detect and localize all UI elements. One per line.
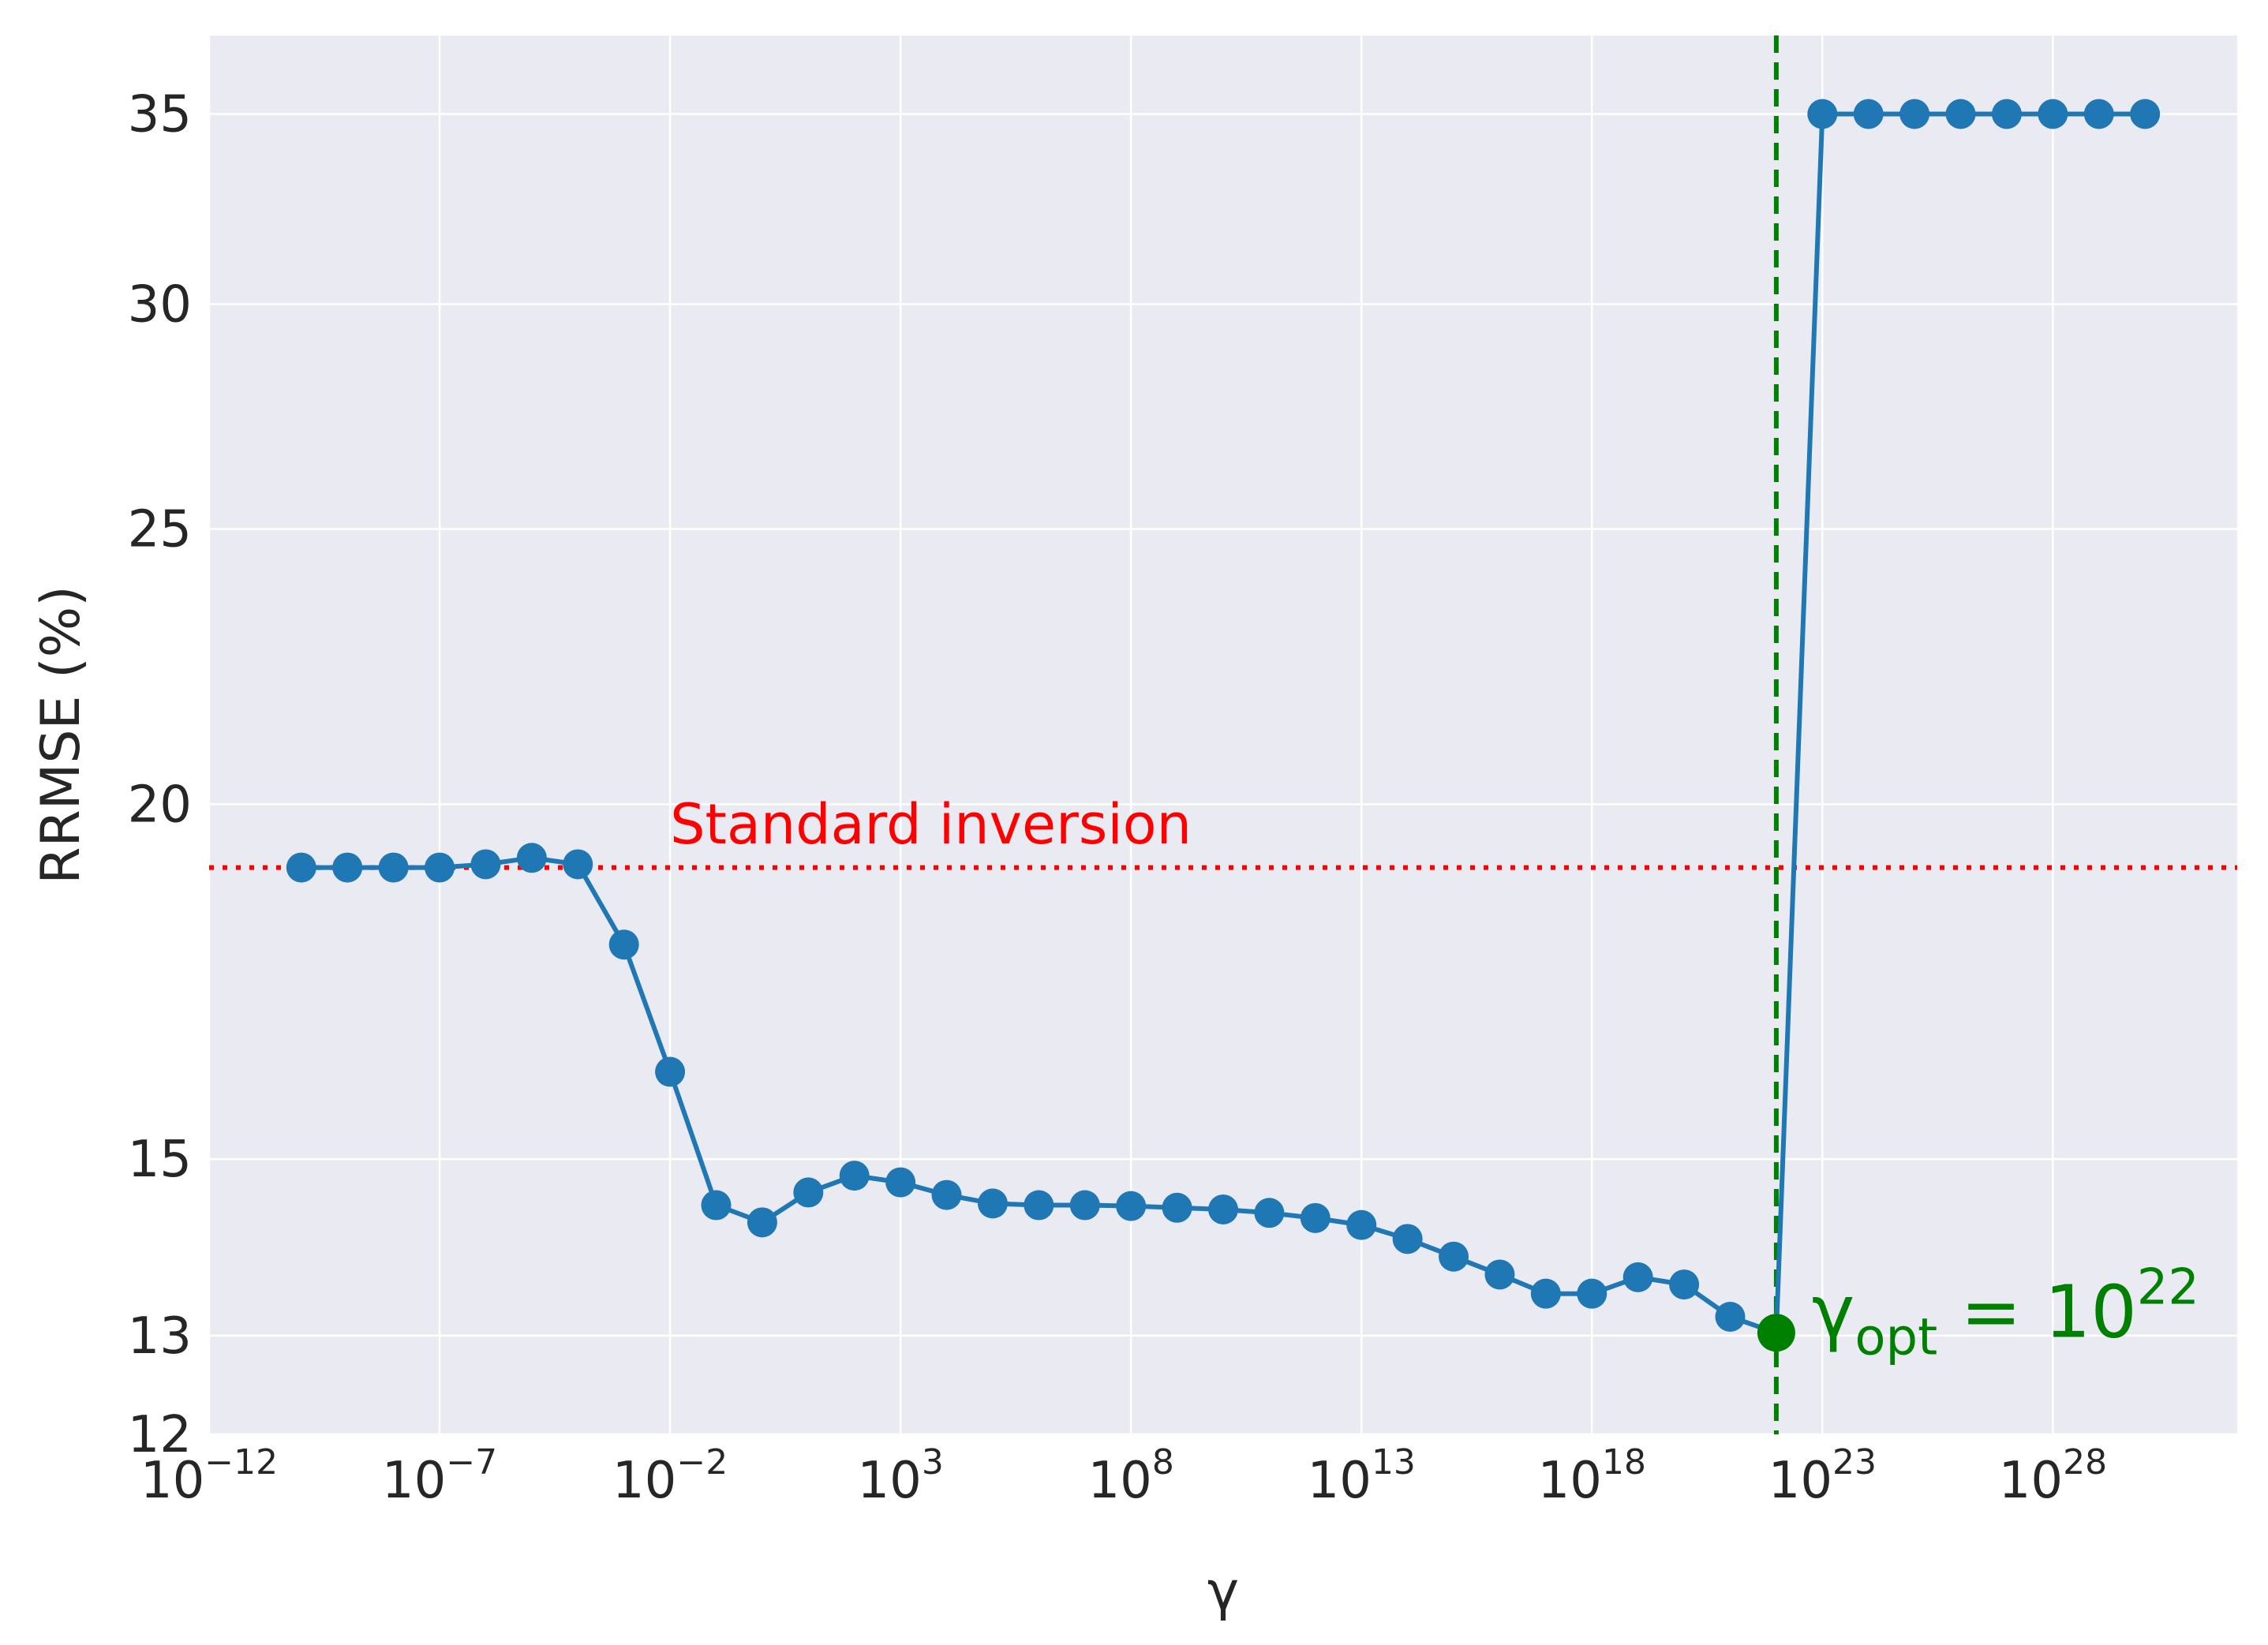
data-point — [286, 852, 316, 883]
grid-lines — [208, 36, 2237, 1436]
data-point — [1116, 1191, 1147, 1221]
y-axis-label: RRMSE (%) — [30, 585, 92, 884]
y-tick-label: 25 — [128, 501, 192, 559]
data-point — [885, 1167, 916, 1198]
data-point — [608, 929, 639, 960]
y-tick-label: 35 — [128, 86, 192, 144]
series-group — [286, 99, 2161, 1352]
y-tick-label: 20 — [128, 776, 192, 834]
x-tick-label: 1028 — [1999, 1442, 2107, 1510]
data-point — [701, 1190, 732, 1221]
data-point — [332, 852, 363, 883]
data-point — [655, 1056, 686, 1087]
data-point — [1254, 1198, 1285, 1228]
x-tick-label: 103 — [857, 1442, 943, 1510]
data-point — [977, 1188, 1008, 1219]
y-tick-label: 15 — [128, 1131, 192, 1189]
annotations: Standard inversion γopt = 1022 — [670, 792, 2199, 1366]
data-point — [1945, 99, 1976, 129]
data-point — [1162, 1192, 1192, 1223]
x-tick-label: 108 — [1087, 1442, 1173, 1510]
data-point — [1069, 1190, 1100, 1221]
data-point — [1024, 1190, 1054, 1221]
x-tick-label: 1023 — [1768, 1442, 1877, 1510]
data-point — [1899, 99, 1930, 129]
data-point — [839, 1161, 870, 1191]
reference-lines — [209, 36, 2237, 1434]
data-point — [2038, 99, 2068, 129]
data-point — [1346, 1209, 1377, 1240]
y-tick-label: 12 — [128, 1406, 192, 1464]
optimal-gamma-label: γopt = 1022 — [1812, 1258, 2199, 1366]
data-point — [1669, 1269, 1700, 1300]
data-point — [1300, 1202, 1330, 1233]
data-point — [1392, 1224, 1423, 1254]
data-point — [470, 849, 501, 880]
data-point — [2083, 99, 2114, 129]
y-axis-ticks: 12 13 15 20 25 30 35 — [128, 86, 192, 1464]
data-point — [1853, 99, 1884, 129]
data-point — [516, 843, 547, 873]
data-point — [1208, 1194, 1238, 1224]
y-tick-label: 30 — [128, 275, 192, 334]
data-point — [1577, 1278, 1607, 1309]
data-point — [1715, 1301, 1746, 1332]
data-point — [1807, 99, 1838, 129]
data-point — [747, 1207, 777, 1238]
data-point — [793, 1177, 824, 1208]
data-point — [1484, 1259, 1515, 1290]
data-point — [2130, 99, 2161, 129]
data-point — [563, 849, 593, 880]
y-tick-label: 13 — [128, 1307, 192, 1366]
x-tick-label: 10−7 — [382, 1442, 497, 1510]
data-point — [1991, 99, 2022, 129]
data-point — [1622, 1262, 1653, 1292]
x-tick-label: 10−12 — [140, 1442, 278, 1510]
x-tick-label: 10−2 — [612, 1442, 728, 1510]
data-point — [425, 852, 455, 883]
optimal-point — [1757, 1314, 1795, 1352]
standard-inversion-label: Standard inversion — [670, 792, 1192, 857]
data-point — [1530, 1278, 1561, 1309]
data-point — [378, 852, 409, 883]
plot-area — [209, 36, 2237, 1434]
data-point — [931, 1180, 962, 1210]
x-axis-label: γ — [1207, 1561, 1239, 1623]
x-axis-ticks: 10−12 10−7 10−2 103 108 1013 1018 1023 1028 — [140, 1442, 2107, 1510]
x-tick-label: 1013 — [1308, 1442, 1416, 1510]
x-tick-label: 1018 — [1538, 1442, 1646, 1510]
data-point — [1439, 1241, 1469, 1272]
